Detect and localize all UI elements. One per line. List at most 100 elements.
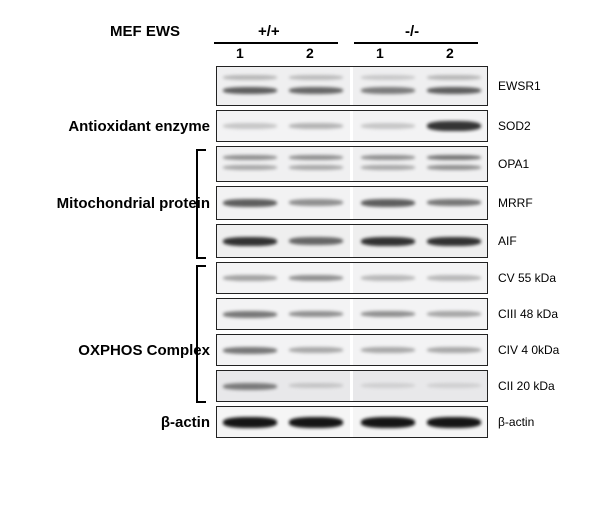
blot-row: EWSR1 <box>10 67 594 105</box>
blot-band <box>361 199 415 207</box>
blot-band <box>289 275 343 281</box>
blot-rows: EWSR1 Antioxidant enzyme SOD2 OPA1 Mitochond… <box>10 67 594 437</box>
blot-band <box>427 347 481 353</box>
blot-box <box>216 262 488 294</box>
section-label: Mitochondrial protein <box>57 195 210 212</box>
blot-box <box>216 66 488 106</box>
blot-band <box>289 199 343 206</box>
blot-band <box>289 311 343 317</box>
blot-band <box>289 165 343 170</box>
blot-box <box>216 334 488 366</box>
antibody-label: β-actin <box>498 415 534 429</box>
blot-band <box>223 87 277 94</box>
blot-band <box>427 155 481 160</box>
blot-band <box>427 87 481 94</box>
blot-band <box>361 311 415 317</box>
blot-band <box>361 155 415 160</box>
blot-row: CV 55 kDa <box>10 263 594 293</box>
blot-band <box>427 237 481 246</box>
blot-band <box>361 165 415 170</box>
blot-band <box>361 417 415 428</box>
group-gap <box>350 263 353 293</box>
blot-band <box>427 275 481 281</box>
blot-band <box>427 75 481 80</box>
blot-band <box>289 417 343 428</box>
section-bracket <box>196 149 206 259</box>
blot-band <box>223 417 277 428</box>
blot-box <box>216 224 488 258</box>
blot-band <box>289 347 343 353</box>
blot-band <box>427 311 481 317</box>
mef-ews-label: MEF EWS <box>110 23 180 40</box>
blot-row: β-actin β-actin <box>10 407 594 437</box>
blot-row: OPA1 <box>10 147 594 181</box>
lane-num-2: 2 <box>306 45 314 61</box>
blot-band <box>223 383 277 390</box>
underline-ko <box>354 42 478 44</box>
group-gap <box>350 225 353 257</box>
group-gap <box>350 407 353 437</box>
group-gap <box>350 335 353 365</box>
blot-band <box>223 165 277 170</box>
section-label-col: β-actin <box>10 414 216 431</box>
blot-band <box>223 275 277 281</box>
blot-row: AIF <box>10 225 594 257</box>
underline-wt <box>214 42 338 44</box>
blot-band <box>223 311 277 318</box>
section-label: β-actin <box>161 414 210 431</box>
blot-band <box>223 75 277 80</box>
group-gap <box>350 147 353 181</box>
blot-band <box>289 87 343 94</box>
blot-band <box>361 383 415 388</box>
blot-band <box>427 199 481 206</box>
blot-band <box>361 87 415 94</box>
lane-num-3: 1 <box>376 45 384 61</box>
lane-num-1: 1 <box>236 45 244 61</box>
blot-band <box>361 347 415 353</box>
blot-band <box>289 155 343 160</box>
figure-header: MEF EWS +/+ -/- <box>10 20 594 40</box>
blot-band <box>427 165 481 170</box>
group-gap <box>350 187 353 219</box>
section-label-col: Mitochondrial protein <box>10 195 216 212</box>
blot-band <box>361 237 415 246</box>
blot-band <box>289 237 343 245</box>
lane-num-4: 2 <box>446 45 454 61</box>
blot-band <box>361 75 415 80</box>
blot-band <box>427 417 481 428</box>
blot-band <box>361 123 415 129</box>
antibody-label: CII 20 kDa <box>498 379 555 393</box>
blot-band <box>223 199 277 207</box>
blot-band <box>289 75 343 80</box>
blot-box <box>216 298 488 330</box>
blot-row: OXPHOS Complex CIV 4 0kDa <box>10 335 594 365</box>
blot-box <box>216 146 488 182</box>
antibody-label: CIV 4 0kDa <box>498 343 559 357</box>
genotype-wt: +/+ <box>258 23 280 40</box>
blot-row: CII 20 kDa <box>10 371 594 401</box>
antibody-label: OPA1 <box>498 157 529 171</box>
lane-numbers: 1 2 1 2 <box>10 45 594 65</box>
antibody-label: CV 55 kDa <box>498 271 556 285</box>
antibody-label: EWSR1 <box>498 79 541 93</box>
antibody-label: AIF <box>498 234 517 248</box>
group-gap <box>350 67 353 105</box>
blot-band <box>223 347 277 354</box>
group-gap <box>350 111 353 141</box>
group-gap <box>350 299 353 329</box>
section-label: Antioxidant enzyme <box>68 118 210 135</box>
section-label-col: OXPHOS Complex <box>10 342 216 359</box>
blot-band <box>427 121 481 131</box>
blot-row: Mitochondrial protein MRRF <box>10 187 594 219</box>
antibody-label: SOD2 <box>498 119 531 133</box>
antibody-label: CIII 48 kDa <box>498 307 558 321</box>
blot-band <box>427 383 481 388</box>
blot-band <box>289 123 343 129</box>
western-blot-figure: MEF EWS +/+ -/- 1 2 1 2 EWSR1 Antioxidant… <box>10 20 594 437</box>
antibody-label: MRRF <box>498 196 533 210</box>
blot-band <box>361 275 415 281</box>
section-label-col: Antioxidant enzyme <box>10 118 216 135</box>
section-label: OXPHOS Complex <box>78 342 210 359</box>
blot-box <box>216 406 488 438</box>
blot-row: Antioxidant enzyme SOD2 <box>10 111 594 141</box>
